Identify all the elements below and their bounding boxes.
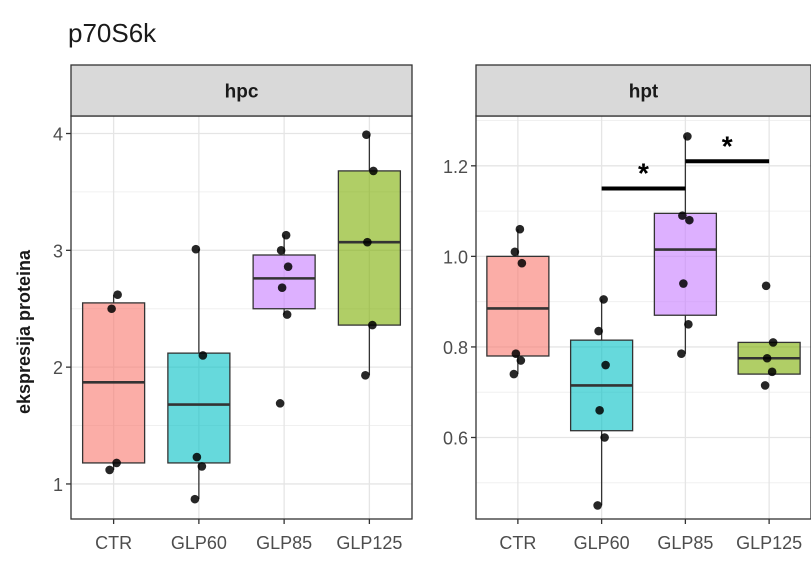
data-point xyxy=(684,320,693,329)
data-point xyxy=(361,371,370,380)
data-point xyxy=(278,283,287,292)
x-tick-label: GLP85 xyxy=(657,533,713,553)
data-point xyxy=(191,495,200,504)
facet-panel-hpc: hpc 1 2 3 4 CTR GLP60 GLP85 GLP125 xyxy=(53,65,412,553)
box-body xyxy=(168,353,230,463)
data-point xyxy=(362,130,371,139)
data-point xyxy=(599,295,608,304)
x-tick-label: GLP125 xyxy=(336,533,402,553)
y-tick-label: 0.6 xyxy=(443,428,468,448)
y-tick-label: 0.8 xyxy=(443,338,468,358)
data-point xyxy=(595,406,604,415)
x-tick-label: CTR xyxy=(499,533,536,553)
facet-panel-hpt: * * hpt 0.6 0.8 1.0 1.2 CTR GLP60 GLP85 GLP125 xyxy=(443,65,811,553)
data-point xyxy=(199,351,208,360)
data-point xyxy=(762,282,771,291)
data-point xyxy=(276,399,285,408)
data-point xyxy=(593,501,602,510)
x-tick-label: GLP60 xyxy=(171,533,227,553)
data-point xyxy=(369,167,378,176)
significance-label: * xyxy=(722,130,733,161)
data-point xyxy=(277,246,286,255)
data-point xyxy=(363,238,372,247)
data-point xyxy=(511,248,520,257)
box-body xyxy=(654,213,716,315)
y-tick-label: 4 xyxy=(53,125,63,145)
data-point xyxy=(600,433,609,442)
box-body xyxy=(487,256,549,356)
y-tick-label: 1 xyxy=(53,475,63,495)
data-point xyxy=(510,370,519,379)
box-body xyxy=(338,171,400,325)
chart-title: p70S6k xyxy=(68,18,157,48)
y-tick-label: 1.2 xyxy=(443,157,468,177)
facet-panels: hpc 1 2 3 4 CTR GLP60 GLP85 GLP125 * * hpt 0.6 0.8 1.0… xyxy=(53,65,811,553)
y-tick-label: 3 xyxy=(53,241,63,261)
data-point xyxy=(516,225,525,234)
x-tick-label: GLP125 xyxy=(736,533,802,553)
data-point xyxy=(761,381,770,390)
data-point xyxy=(107,304,116,313)
facet-strip-label: hpt xyxy=(629,82,659,103)
data-point xyxy=(198,462,207,471)
box-body xyxy=(253,255,315,309)
data-point xyxy=(594,327,603,336)
data-point xyxy=(601,361,610,370)
data-point xyxy=(512,349,521,358)
box-hpc-CTR xyxy=(83,290,145,474)
data-point xyxy=(113,290,122,299)
significance-label: * xyxy=(638,157,649,188)
data-point xyxy=(769,338,778,347)
data-point xyxy=(112,459,121,468)
data-point xyxy=(683,132,692,141)
data-point xyxy=(768,368,777,377)
data-point xyxy=(679,279,688,288)
data-point xyxy=(677,349,686,358)
data-point xyxy=(678,211,687,220)
data-point xyxy=(284,262,293,271)
data-point xyxy=(192,245,201,254)
x-tick-label: GLP60 xyxy=(574,533,630,553)
data-point xyxy=(368,321,377,330)
x-tick-label: GLP85 xyxy=(256,533,312,553)
data-point xyxy=(193,453,202,462)
y-axis-label: ekspresija proteina xyxy=(14,249,34,414)
y-tick-label: 2 xyxy=(53,358,63,378)
y-tick-label: 1.0 xyxy=(443,247,468,267)
data-point xyxy=(105,466,114,475)
facet-strip-label: hpc xyxy=(225,82,259,103)
data-point xyxy=(518,259,527,268)
data-point xyxy=(282,231,291,240)
data-point xyxy=(283,310,292,319)
data-point xyxy=(763,354,772,363)
x-tick-label: CTR xyxy=(95,533,132,553)
